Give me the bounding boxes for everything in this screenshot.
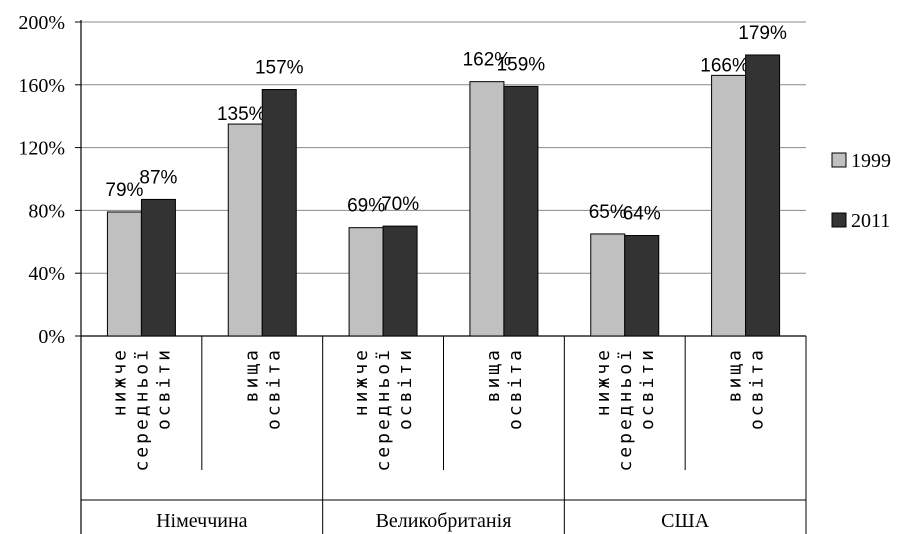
bar-1999: [590, 233, 626, 337]
data-label: 157%: [255, 58, 304, 79]
category-label: нижче: [109, 347, 130, 416]
bar-1999: [227, 123, 263, 337]
category-label: вища: [241, 347, 262, 402]
y-tick-label: 200%: [18, 12, 65, 34]
bar-1999: [469, 81, 505, 337]
category-label: середньої: [615, 347, 636, 472]
legend-label: 1999: [851, 150, 891, 172]
data-label: 79%: [105, 180, 143, 201]
category-label: нижче: [593, 347, 614, 416]
data-label: 162%: [463, 50, 512, 71]
category-label: нижче: [351, 347, 372, 416]
category-label: освіти: [395, 347, 416, 430]
data-label: 87%: [139, 167, 177, 188]
bar-2011: [382, 225, 418, 337]
legend-label: 2011: [851, 210, 890, 232]
data-label: 65%: [589, 202, 627, 223]
y-tick-label: 0%: [38, 326, 65, 348]
bar-1999: [348, 227, 384, 337]
category-label: середньої: [131, 347, 152, 472]
bar-2011: [624, 235, 660, 337]
data-label: 166%: [700, 55, 749, 76]
data-label: 135%: [217, 104, 266, 125]
bar-2011: [261, 89, 297, 337]
data-label: 69%: [347, 196, 385, 217]
category-label: вища: [725, 347, 746, 402]
legend-swatch-1999: [831, 152, 847, 168]
data-label: 179%: [738, 23, 787, 44]
category-label: освіти: [637, 347, 658, 430]
data-label: 70%: [381, 194, 419, 215]
y-tick-label: 160%: [18, 75, 65, 97]
group-label: Німеччина: [156, 510, 248, 532]
bar-2011: [503, 85, 539, 337]
data-label: 64%: [623, 204, 661, 225]
category-label: освіта: [263, 347, 284, 430]
y-tick-label: 40%: [28, 263, 65, 285]
category-label: освіта: [505, 347, 526, 430]
bar-1999: [106, 211, 142, 337]
category-label: освіти: [153, 347, 174, 430]
legend-swatch-2011: [831, 212, 847, 228]
y-tick-label: 80%: [28, 200, 65, 222]
group-label: США: [661, 510, 710, 532]
bar-2011: [745, 54, 781, 337]
group-label: Великобританія: [376, 510, 512, 532]
category-label: середньої: [373, 347, 394, 472]
bar-2011: [140, 198, 176, 337]
y-tick-label: 120%: [18, 138, 65, 160]
data-label: 159%: [497, 54, 546, 75]
bar-1999: [711, 74, 747, 337]
category-label: вища: [483, 347, 504, 402]
category-label: освіта: [747, 347, 768, 430]
